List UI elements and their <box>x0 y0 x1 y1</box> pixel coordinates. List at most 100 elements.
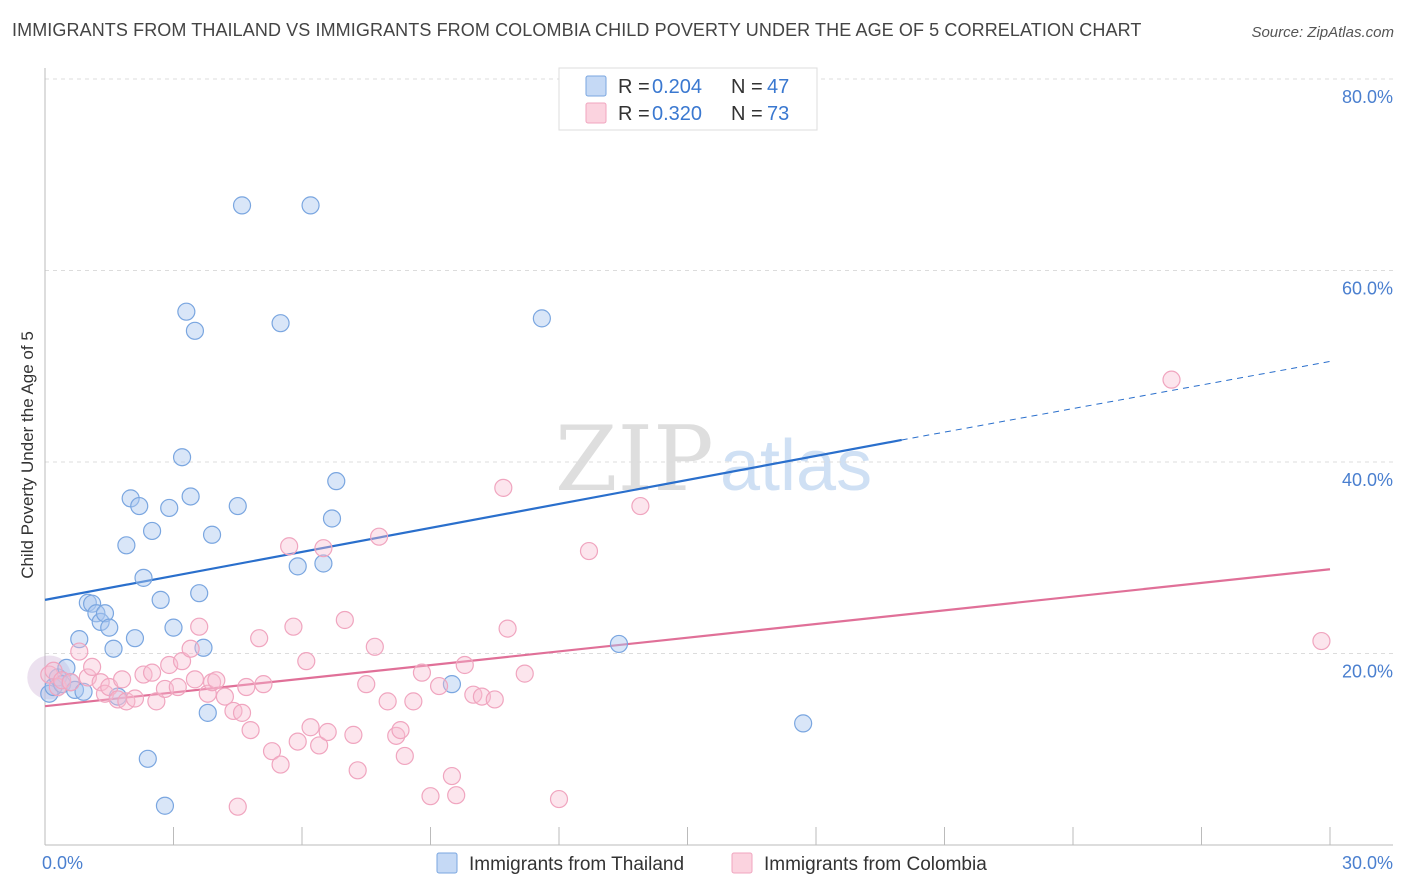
colombia-point <box>181 639 200 658</box>
grid-lines <box>45 78 1393 654</box>
colombia-point <box>314 539 333 558</box>
bottom-legend: Immigrants from Thailand Immigrants from… <box>436 852 987 875</box>
y-tick-label: 60.0% <box>1342 279 1393 299</box>
colombia-point <box>348 761 367 780</box>
thailand-point <box>190 584 209 603</box>
y-tick-label: 20.0% <box>1342 662 1393 682</box>
colombia-point <box>365 637 384 656</box>
legend-n-value-thailand: 47 <box>767 76 789 98</box>
colombia-point <box>344 725 363 744</box>
colombia-point <box>70 642 89 661</box>
legend-swatch-colombia <box>585 102 607 124</box>
colombia-point <box>335 610 354 630</box>
colombia-point <box>262 742 282 761</box>
thailand-point <box>532 309 551 328</box>
thailand-point <box>327 472 346 491</box>
colombia-point <box>207 671 226 690</box>
colombia-point <box>142 663 162 682</box>
colombia-point <box>168 677 187 697</box>
thailand-point <box>232 196 252 215</box>
colombia-point <box>370 527 389 546</box>
legend-r-value-colombia: 0.320 <box>652 103 702 125</box>
colombia-point <box>147 692 166 711</box>
colombia-point <box>515 664 534 683</box>
thailand-point <box>172 448 192 467</box>
trend-line-series-1 <box>44 568 1331 708</box>
thailand-point <box>104 639 123 658</box>
colombia-point <box>1312 631 1331 651</box>
legend-r-label-colombia: R = <box>618 103 650 125</box>
colombia-point <box>391 720 410 740</box>
y-tick-labels: 20.0% 40.0% 60.0% 80.0% <box>1342 87 1393 682</box>
bottom-legend-label-thailand: Immigrants from Thailand <box>469 854 684 875</box>
thailand-point <box>125 629 145 648</box>
colombia-point <box>404 692 423 711</box>
colombia-point <box>310 736 329 755</box>
colombia-point <box>1162 370 1181 389</box>
thailand-point <box>185 321 205 340</box>
legend-n-value-colombia: 73 <box>767 103 789 125</box>
thailand-point <box>155 796 175 815</box>
thailand-point <box>138 749 157 768</box>
colombia-point <box>395 746 414 766</box>
y-tick-label: 80.0% <box>1342 87 1393 107</box>
thailand-point <box>100 618 119 637</box>
colombia-point <box>485 690 504 709</box>
thailand-point <box>609 634 629 654</box>
colombia-point <box>271 755 290 774</box>
x-tick-label-min: 0.0% <box>42 853 83 873</box>
y-axis-label: Child Poverty Under the Age of 5 <box>18 331 37 579</box>
thailand-point <box>301 196 320 215</box>
y-tick-label: 40.0% <box>1342 470 1393 490</box>
colombia-point <box>91 673 110 692</box>
thailand-point <box>83 594 102 613</box>
thailand-point <box>164 618 183 637</box>
colombia-point <box>83 657 102 677</box>
colombia-point <box>631 496 650 516</box>
thailand-point <box>198 703 217 722</box>
colombia-point <box>447 786 466 805</box>
thailand-point <box>151 590 170 609</box>
thailand-point <box>202 525 222 544</box>
bottom-legend-swatch-colombia <box>731 852 753 874</box>
chart-title: IMMIGRANTS FROM THAILAND VS IMMIGRANTS F… <box>12 20 1142 40</box>
colombia-point <box>318 722 337 742</box>
colombia-point <box>250 629 269 648</box>
legend-n-label-colombia: N = <box>731 103 763 125</box>
colombia-point <box>357 675 376 694</box>
colombia-point <box>579 541 599 561</box>
top-legend: R = 0.204 N = 47 R = 0.320 N = 73 <box>558 67 818 131</box>
colombia-point <box>215 687 234 706</box>
colombia-point <box>284 617 303 636</box>
thailand-point <box>271 314 290 333</box>
bottom-legend-label-colombia: Immigrants from Colombia <box>764 854 987 875</box>
thailand-point <box>314 554 333 573</box>
watermark-atlas: atlas <box>720 426 872 506</box>
colombia-point <box>549 789 569 809</box>
thailand-point <box>134 568 153 587</box>
colombia-point <box>288 732 307 751</box>
thailand-point <box>95 604 115 623</box>
colombia-point <box>112 670 132 689</box>
thailand-point <box>160 498 179 518</box>
thailand-point <box>181 487 200 506</box>
colombia-point <box>498 619 517 638</box>
legend-r-label-thailand: R = <box>618 76 650 98</box>
colombia-point <box>241 720 260 740</box>
thailand-point <box>142 521 162 541</box>
bottom-legend-swatch-thailand <box>436 852 458 874</box>
colombia-point <box>190 617 209 636</box>
colombia-point <box>237 677 256 697</box>
trend-lines <box>44 360 1331 708</box>
trend-line-extension-series-0 <box>901 360 1331 441</box>
colombia-point <box>494 478 513 497</box>
colombia-point <box>280 537 299 556</box>
colombia-point <box>228 797 247 816</box>
thailand-point <box>288 557 307 576</box>
legend-n-label-thailand: N = <box>731 76 763 98</box>
colombia-point <box>455 655 474 675</box>
legend-swatch-thailand <box>585 75 607 97</box>
thailand-point <box>194 638 213 657</box>
colombia-point <box>172 652 192 671</box>
